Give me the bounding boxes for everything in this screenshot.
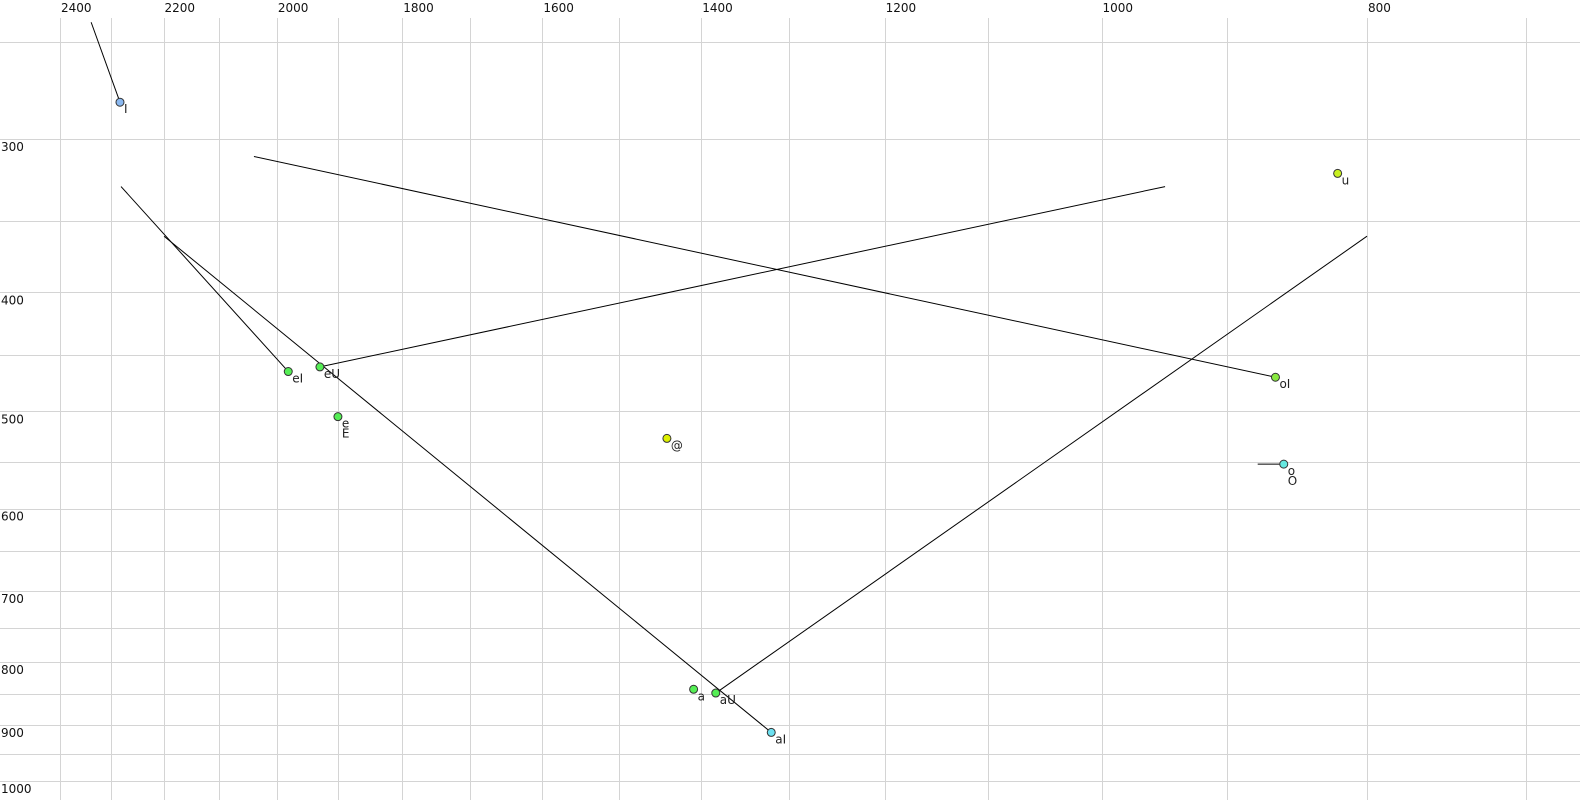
x-tick-label: 1200 bbox=[886, 1, 917, 15]
y-tick-label: 1000 bbox=[1, 782, 32, 796]
point-label: a bbox=[698, 689, 705, 703]
point-label: eU bbox=[324, 367, 340, 381]
y-tick-label: 900 bbox=[1, 726, 24, 740]
data-point bbox=[1333, 168, 1343, 178]
trajectory-line bbox=[319, 186, 1166, 368]
x-tick-label: 2000 bbox=[278, 1, 309, 15]
point-label: oI bbox=[1279, 377, 1290, 391]
data-point bbox=[1279, 459, 1289, 469]
data-point bbox=[766, 727, 776, 737]
data-point bbox=[1270, 372, 1280, 382]
x-tick-label: 1600 bbox=[543, 1, 574, 15]
tick-labels: 2400 2200 2000 1800 1600 1400 1200 1000 800 300 40… bbox=[1, 1, 1391, 796]
x-tick-label: 1800 bbox=[403, 1, 434, 15]
point-label: aU bbox=[720, 693, 736, 707]
point-label: aI bbox=[775, 732, 786, 746]
x-tick-label: 2200 bbox=[165, 1, 196, 15]
y-tick-label: 700 bbox=[1, 592, 24, 606]
data-point bbox=[115, 97, 125, 107]
data-point bbox=[711, 688, 721, 698]
x-tick-label: 1000 bbox=[1103, 1, 1134, 15]
data-point bbox=[689, 684, 699, 694]
trajectory-line bbox=[715, 235, 1368, 694]
trajectory-line bbox=[90, 22, 121, 103]
x-tick-label: 2400 bbox=[61, 1, 92, 15]
point-label: eI bbox=[292, 372, 303, 386]
x-tick-label: 800 bbox=[1368, 1, 1391, 15]
y-tick-label: 400 bbox=[1, 293, 24, 307]
data-point bbox=[333, 412, 343, 422]
y-tick-label: 600 bbox=[1, 510, 24, 524]
y-tick-label: 800 bbox=[1, 663, 24, 677]
x-tick-label: 1400 bbox=[702, 1, 733, 15]
trajectory-line bbox=[163, 235, 772, 733]
point-label: u bbox=[1342, 173, 1350, 187]
data-point bbox=[662, 433, 672, 443]
trajectory-line bbox=[253, 155, 1276, 378]
y-tick-label: 500 bbox=[1, 412, 24, 426]
point-label: I bbox=[124, 102, 128, 116]
data-point bbox=[283, 367, 293, 377]
point-label: @ bbox=[671, 438, 683, 452]
trajectories bbox=[90, 22, 1368, 733]
y-tick-label: 300 bbox=[1, 140, 24, 154]
grid bbox=[0, 18, 1580, 800]
data-points: IeI eU e E @ a aU aI oI o O u bbox=[115, 97, 1350, 746]
data-point bbox=[315, 362, 325, 372]
trajectory-line bbox=[120, 186, 289, 372]
